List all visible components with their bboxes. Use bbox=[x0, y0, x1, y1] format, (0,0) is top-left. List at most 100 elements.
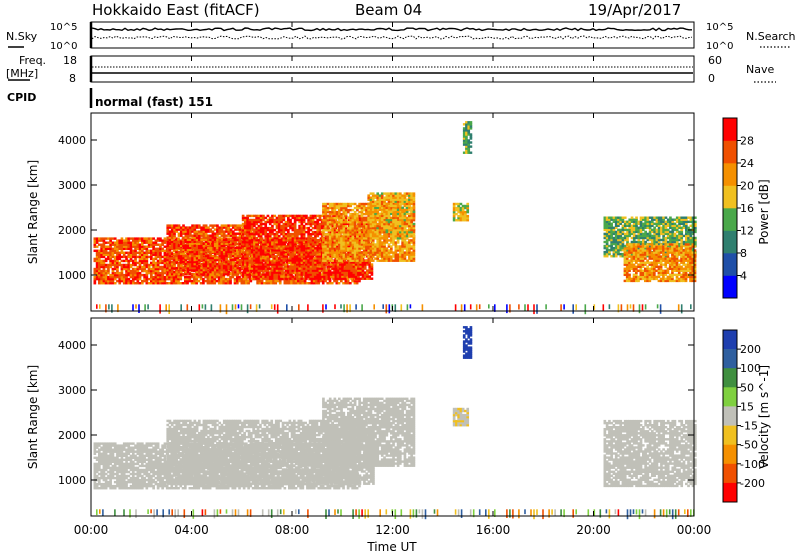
power-echo-cell bbox=[104, 251, 108, 255]
power-echo-cell bbox=[232, 236, 235, 239]
power-echo-cell bbox=[266, 263, 270, 266]
power-echo-cell bbox=[264, 265, 268, 268]
power-echo-cell bbox=[170, 232, 174, 235]
power-echo-cell bbox=[352, 269, 356, 272]
power-echo-cell bbox=[302, 273, 306, 276]
power-echo-cell bbox=[271, 275, 274, 278]
power-echo-cell bbox=[216, 246, 219, 250]
power-echo-cell bbox=[274, 279, 278, 283]
power-echo-cell bbox=[175, 266, 179, 270]
power-echo-cell bbox=[206, 275, 210, 279]
power-echo-cell bbox=[220, 232, 224, 235]
power-echo-cell bbox=[255, 245, 258, 248]
power-echo-cell bbox=[195, 256, 199, 260]
power-echo-cell bbox=[193, 246, 197, 250]
power-echo-cell bbox=[102, 251, 106, 255]
power-echo-cell bbox=[229, 254, 233, 258]
power-echo-cell bbox=[356, 241, 359, 244]
power-echo-cell bbox=[335, 202, 339, 206]
power-echo-cell bbox=[259, 267, 263, 270]
power-echo-cell bbox=[159, 245, 162, 248]
power-echo-cell bbox=[217, 277, 221, 281]
power-echo-cell bbox=[353, 243, 357, 246]
power-echo-cell bbox=[134, 261, 137, 265]
power-echo-cell bbox=[113, 261, 117, 265]
freq-right-tick-bottom: 0 bbox=[708, 72, 715, 85]
power-echo-cell bbox=[125, 263, 128, 267]
power-echo-cell bbox=[236, 266, 240, 270]
power-echo-cell bbox=[312, 282, 316, 285]
power-echo-cell bbox=[229, 241, 232, 244]
power-echo-cell bbox=[236, 282, 239, 285]
power-echo-cell bbox=[236, 226, 240, 229]
power-echo-cell bbox=[236, 252, 240, 256]
power-echo-cell bbox=[227, 262, 231, 266]
power-echo-cell bbox=[116, 241, 119, 244]
power-echo-cell bbox=[229, 232, 233, 235]
power-echo-cell bbox=[250, 226, 254, 230]
power-echo-cell bbox=[296, 218, 299, 222]
power-echo-cell bbox=[298, 269, 301, 272]
power-echo-cell bbox=[177, 224, 181, 227]
power-echo-cell bbox=[232, 260, 235, 264]
power-echo-cell bbox=[246, 218, 249, 222]
power-echo-cell bbox=[296, 245, 299, 248]
power-echo-cell bbox=[284, 247, 288, 250]
power-echo-cell bbox=[208, 275, 212, 279]
power-echo-cell bbox=[200, 258, 203, 262]
power-echo-cell bbox=[335, 229, 339, 232]
power-echo-cell bbox=[307, 249, 310, 252]
power-echo-cell bbox=[163, 239, 167, 242]
power-echo-cell bbox=[296, 237, 299, 240]
power-echo-cell bbox=[132, 259, 135, 263]
power-echo-cell bbox=[198, 270, 201, 274]
power-echo-cell bbox=[138, 261, 142, 265]
power-echo-cell bbox=[173, 226, 176, 229]
power-echo-cell bbox=[300, 222, 304, 226]
power-echo-cell bbox=[325, 277, 329, 280]
power-echo-cell bbox=[120, 249, 124, 253]
power-echo-cell bbox=[349, 229, 352, 232]
power-echo-cell bbox=[127, 279, 131, 283]
power-echo-cell bbox=[202, 224, 206, 227]
power-echo-cell bbox=[211, 232, 215, 235]
power-echo-cell bbox=[118, 255, 122, 259]
power-echo-cell bbox=[218, 230, 222, 233]
power-echo-cell bbox=[166, 230, 170, 233]
power-echo-cell bbox=[134, 249, 137, 253]
power-echo-cell bbox=[204, 268, 208, 272]
power-echo-cell bbox=[259, 265, 263, 268]
power-echo-cell bbox=[98, 255, 101, 259]
power-echo-cell bbox=[259, 239, 263, 242]
power-echo-cell bbox=[324, 253, 328, 256]
power-echo-cell bbox=[353, 255, 357, 258]
power-echo-cell bbox=[343, 273, 347, 276]
power-echo-cell bbox=[211, 247, 214, 251]
power-echo-cell bbox=[138, 243, 142, 246]
power-echo-cell bbox=[227, 232, 231, 235]
power-echo-cell bbox=[300, 247, 304, 250]
power-echo-cell bbox=[275, 230, 279, 234]
power-echo-cell bbox=[166, 250, 170, 254]
power-echo-cell bbox=[331, 231, 334, 234]
power-echo-cell bbox=[344, 225, 348, 228]
power-echo-cell bbox=[328, 245, 332, 248]
power-echo-cell bbox=[268, 218, 272, 222]
power-echo-cell bbox=[150, 282, 153, 285]
power-echo-cell bbox=[104, 249, 108, 253]
power-echo-cell bbox=[236, 238, 240, 242]
power-echo-cell bbox=[166, 228, 170, 231]
freq-left-tick-top: 18 bbox=[63, 54, 77, 67]
power-echo-cell bbox=[168, 234, 172, 237]
power-echo-cell bbox=[289, 220, 292, 224]
power-echo-cell bbox=[186, 250, 190, 254]
power-echo-cell bbox=[314, 253, 317, 256]
power-echo-cell bbox=[262, 218, 265, 222]
power-echo-cell bbox=[150, 275, 153, 279]
power-echo-cell bbox=[282, 247, 286, 250]
power-echo-cell bbox=[305, 271, 308, 274]
power-echo-cell bbox=[132, 261, 135, 265]
power-echo-cell bbox=[177, 267, 180, 271]
power-echo-cell bbox=[120, 271, 124, 275]
power-echo-cell bbox=[216, 250, 219, 254]
